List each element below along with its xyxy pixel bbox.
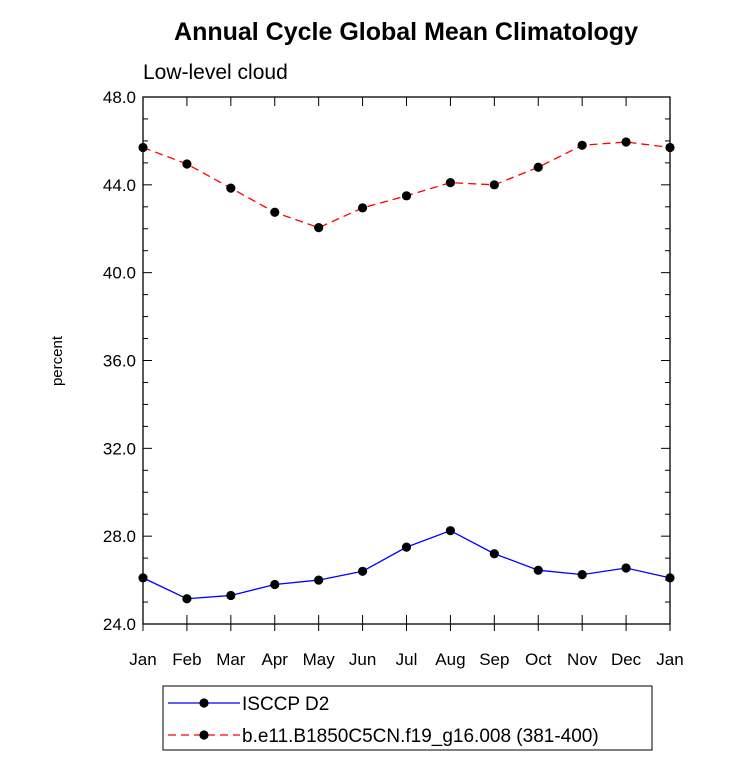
series-2 bbox=[138, 137, 675, 233]
y-tick-label: 48.0 bbox=[103, 88, 136, 107]
x-tick-label: Sep bbox=[479, 650, 509, 669]
series-line bbox=[142, 141, 671, 229]
data-point bbox=[138, 573, 148, 583]
y-tick-label: 36.0 bbox=[103, 352, 136, 371]
legend-label: ISCCP D2 bbox=[242, 694, 329, 715]
data-point bbox=[226, 183, 236, 193]
x-tick-label: Oct bbox=[525, 650, 552, 669]
x-tick-label: Jan bbox=[129, 650, 156, 669]
x-tick-label: May bbox=[303, 650, 336, 669]
data-point bbox=[533, 565, 543, 575]
series-1 bbox=[138, 526, 675, 604]
x-tick-label: Dec bbox=[611, 650, 642, 669]
x-tick-label: Jul bbox=[396, 650, 418, 669]
series-layer bbox=[138, 137, 675, 604]
legend-item: ISCCP D2 bbox=[168, 694, 329, 715]
data-point bbox=[489, 549, 499, 559]
legend-marker bbox=[199, 698, 209, 708]
data-point bbox=[314, 223, 324, 233]
data-point bbox=[270, 579, 280, 590]
x-tick-label: Apr bbox=[262, 650, 289, 669]
y-tick-label: 28.0 bbox=[103, 527, 136, 546]
y-tick-label: 40.0 bbox=[103, 264, 136, 283]
data-point bbox=[401, 542, 412, 552]
y-tick-label: 32.0 bbox=[103, 439, 136, 458]
data-point bbox=[489, 180, 499, 190]
data-point bbox=[270, 207, 280, 217]
y-tick-label: 24.0 bbox=[103, 615, 136, 634]
x-tick-label: Feb bbox=[172, 650, 201, 669]
data-point bbox=[182, 159, 192, 169]
chart-title: Annual Cycle Global Mean Climatology bbox=[174, 18, 638, 46]
data-point bbox=[665, 142, 675, 153]
legend-box bbox=[162, 685, 653, 751]
legend-item: b.e11.B1850C5CN.f19_g16.008 (381-400) bbox=[168, 726, 599, 747]
legend: ISCCP D2 b.e11.B1850C5CN.f19_g16.008 (381… bbox=[162, 685, 653, 751]
y-axis-label: percent bbox=[49, 335, 66, 386]
data-point bbox=[314, 575, 324, 585]
data-point bbox=[445, 526, 456, 536]
x-tick-label: Nov bbox=[567, 650, 598, 669]
data-point bbox=[401, 191, 412, 201]
data-point bbox=[533, 162, 543, 172]
data-point bbox=[621, 563, 631, 573]
chart-subtitle: Low-level cloud bbox=[143, 61, 288, 84]
data-point bbox=[621, 137, 631, 147]
y-tick-label: 44.0 bbox=[103, 176, 136, 195]
data-point bbox=[182, 594, 192, 604]
data-point bbox=[577, 569, 587, 580]
x-tick-label: Mar bbox=[216, 650, 246, 669]
data-point bbox=[445, 178, 456, 188]
legend-marker bbox=[199, 730, 209, 740]
data-point bbox=[357, 203, 368, 213]
data-point bbox=[138, 142, 148, 153]
x-tick-label: Aug bbox=[435, 650, 465, 669]
series-line bbox=[142, 529, 671, 600]
x-tick-label: Jun bbox=[349, 650, 376, 669]
data-point bbox=[665, 573, 675, 583]
data-point bbox=[357, 566, 368, 576]
data-point bbox=[226, 590, 236, 601]
data-point bbox=[577, 140, 587, 150]
legend-label: b.e11.B1850C5CN.f19_g16.008 (381-400) bbox=[242, 726, 599, 747]
x-tick-label: Jan bbox=[656, 650, 683, 669]
axes: 24.0 28.0 32.0 36.0 40.0 44.0 48.0 Jan Feb Mar Apr… bbox=[103, 88, 684, 669]
